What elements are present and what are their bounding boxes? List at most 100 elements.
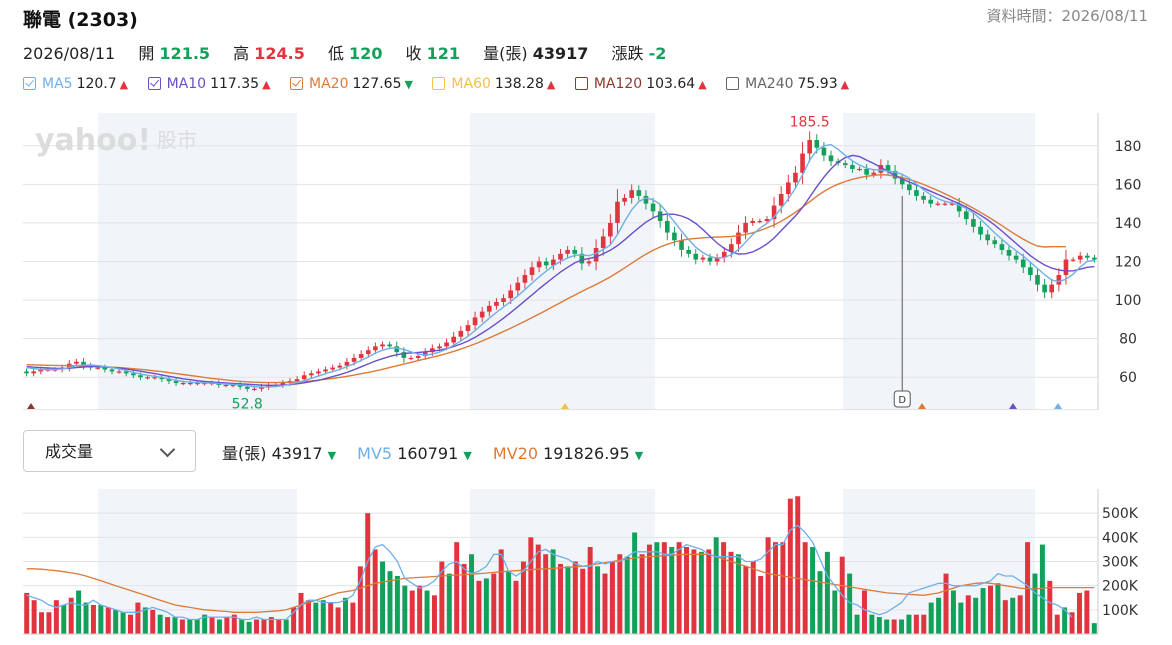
candle-body — [572, 249, 578, 254]
ma-toggle-ma10[interactable]: MA10 117.35 ▲ — [147, 76, 271, 92]
candle-body — [914, 190, 919, 196]
volume-bar — [676, 542, 682, 634]
candle-body — [786, 182, 791, 194]
volume-bar — [409, 590, 415, 634]
volume-bar — [98, 605, 104, 634]
volume-chart[interactable]: 100K 200K 300K 400K 500K — [0, 483, 1172, 643]
volume-bar — [365, 513, 371, 634]
ma20-line — [26, 173, 1066, 384]
volume-bar — [157, 614, 163, 634]
volume-bar — [810, 547, 816, 634]
y-tick-label: 120 — [1115, 255, 1142, 271]
indicator-select[interactable]: 成交量 — [23, 430, 196, 472]
candle-body — [729, 244, 734, 252]
volume-bar — [624, 556, 630, 634]
y-tick-label: 100K — [1102, 603, 1139, 619]
data-time-label: 資料時間：2026/08/11 — [986, 7, 1148, 25]
quote-change: 漲跌 -2 — [611, 44, 667, 63]
checkbox-icon[interactable] — [23, 77, 36, 90]
ma-toggle-ma20[interactable]: MA20 127.65 ▼ — [290, 76, 413, 92]
volume-bar — [165, 617, 171, 634]
checkbox-icon[interactable] — [726, 77, 740, 90]
candle-body — [778, 194, 784, 206]
candle-body — [1006, 249, 1012, 256]
checkbox-icon[interactable] — [432, 77, 446, 90]
candle-body — [615, 201, 620, 223]
candle-body — [814, 140, 820, 148]
volume-bar — [943, 573, 949, 634]
ma-legend: MA5 120.7 ▲ MA10 117.35 ▲ MA20 127.65 ▼ MA60 13… — [23, 76, 864, 92]
candle-body — [116, 371, 122, 373]
volume-bar — [476, 580, 482, 634]
volume-bar — [1062, 607, 1068, 634]
candle-body — [259, 386, 264, 389]
volume-bar — [120, 612, 126, 634]
volume-bar — [728, 551, 734, 634]
ma-toggle-ma5[interactable]: MA5 120.7 ▲ — [23, 76, 128, 92]
checkbox-icon[interactable] — [574, 77, 588, 90]
volume-bar — [520, 561, 526, 634]
volume-bar — [802, 542, 808, 634]
volume-bar — [31, 600, 37, 634]
quote-volume: 量(張) 43917 — [483, 44, 589, 63]
candle-body — [999, 244, 1005, 250]
volume-bar — [53, 600, 59, 634]
candle-body — [131, 373, 136, 376]
volume-bar — [372, 549, 378, 634]
up-triangle-icon: ▲ — [262, 78, 271, 91]
candle-body — [252, 388, 257, 390]
chevron-down-icon — [159, 441, 176, 458]
quote-low: 低 120 — [327, 44, 383, 63]
candle-body — [736, 232, 741, 245]
min-price-label: 52.8 — [232, 397, 263, 410]
volume-bar — [172, 617, 178, 634]
candle-body — [907, 184, 912, 191]
event-marker-label: D — [898, 395, 906, 406]
volume-bar — [394, 576, 400, 634]
volume-bar — [283, 619, 289, 634]
y-tick-label: 140 — [1115, 216, 1142, 232]
mv20-line — [26, 553, 1095, 613]
checkbox-icon[interactable] — [147, 77, 161, 90]
candle-body — [579, 253, 585, 264]
volume-bar — [179, 619, 185, 634]
stock-title: 聯電 (2303) — [23, 9, 138, 31]
volume-bar — [454, 542, 460, 634]
candle-body — [850, 165, 855, 169]
candle-body — [522, 275, 528, 283]
checkbox-icon[interactable] — [290, 77, 303, 90]
volume-bar — [209, 617, 215, 634]
signal-triangle-icon — [561, 403, 569, 409]
candle-body — [686, 249, 691, 254]
candle-body — [842, 163, 848, 166]
candle-body — [764, 219, 770, 221]
y-tick-label: 160 — [1115, 177, 1142, 193]
volume-bar — [113, 609, 119, 634]
volume-bar — [847, 573, 853, 634]
candle-body — [31, 371, 36, 374]
candle-body — [971, 219, 976, 227]
ma-toggle-ma240[interactable]: MA240 75.93 ▲ — [726, 76, 849, 92]
volume-bar — [632, 532, 638, 634]
price-chart[interactable]: 60 80 100 120 140 160 180 yahoo! 股市 185.5 52.8 D — [0, 105, 1172, 410]
legend-mv20: MV20 191826.95 ▼ — [492, 444, 644, 463]
volume-bar — [995, 583, 1001, 634]
volume-bar — [936, 597, 942, 634]
candle-body — [351, 357, 357, 362]
candle-body — [757, 221, 763, 223]
ma-toggle-ma60[interactable]: MA60 138.28 ▲ — [432, 76, 555, 92]
ma-toggle-ma120[interactable]: MA120 103.64 ▲ — [574, 76, 707, 92]
candle-body — [600, 236, 606, 248]
candle-body — [316, 371, 321, 374]
candle-body — [700, 257, 706, 260]
candle-body — [565, 249, 570, 254]
up-triangle-icon: ▲ — [840, 78, 850, 91]
candle-body — [508, 290, 513, 299]
volume-bar — [580, 568, 586, 634]
quote-close: 收 121 — [405, 44, 461, 63]
volume-bar — [965, 595, 971, 634]
volume-bar — [150, 609, 156, 634]
volume-bar — [706, 549, 712, 634]
candle-body — [415, 356, 421, 358]
candle-body — [38, 369, 44, 372]
